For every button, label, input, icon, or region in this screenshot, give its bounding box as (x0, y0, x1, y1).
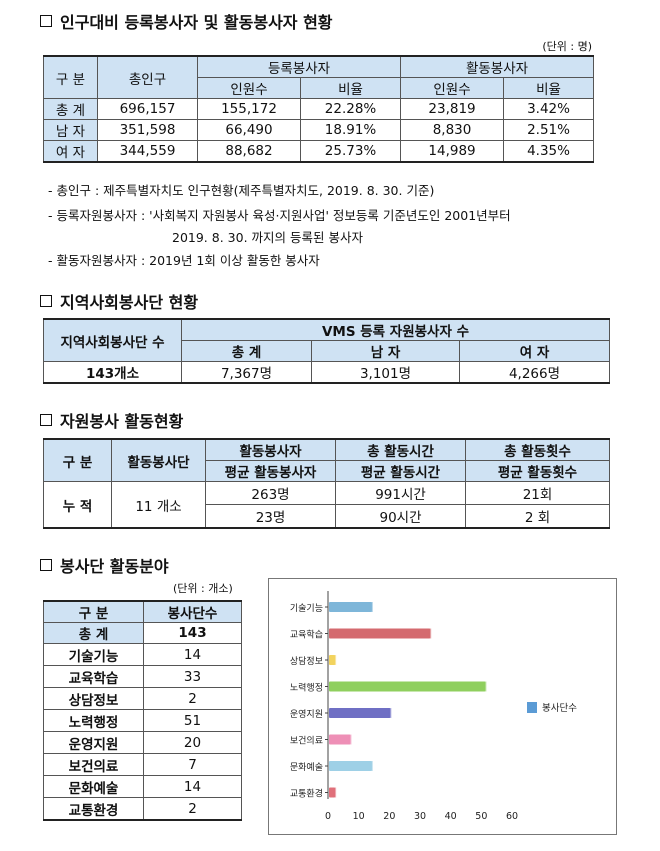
bar-end (348, 734, 352, 745)
section2-title: 지역사회봉사단 현황 (40, 289, 198, 313)
bar-end (333, 655, 337, 665)
section1-unit: (단위 : 명) (542, 40, 592, 53)
note-registered: - 등록자원봉사자 : '사회복지 자원봉사 육성·지원사업' 정보등록 기준년… (48, 208, 511, 223)
header-category: 구 분 (43, 438, 112, 482)
section4-title: 봉사단 활동분야 (40, 553, 169, 577)
section1-title: 인구대비 등록봉사자 및 활동봉사자 현황 (40, 9, 333, 33)
table-row: 23명 90시간 2 회 (44, 504, 610, 529)
header-male: 남 자 (311, 340, 460, 362)
header-total: 총 계 (181, 340, 312, 362)
y-tick-label: 교통환경 (290, 788, 323, 800)
bar (329, 734, 351, 745)
bar (329, 761, 372, 771)
header-vms: VMS 등록 자원봉사자 수 (181, 318, 610, 341)
table-row: 143개소 7,367명 3,101명 4,266명 (43, 361, 610, 384)
table-row: 기술기능 14 (43, 643, 242, 666)
header-total-pop: 총인구 (97, 55, 198, 99)
table-row: 여 자 344,559 88,682 25.73% 14,989 4.35% (43, 140, 595, 163)
table-row: 문화예술 14 (43, 775, 242, 798)
y-tick-label: 교육학습 (290, 630, 323, 641)
header-active: 활동봉사자 (400, 55, 595, 78)
x-tick-label: 0 (325, 811, 331, 822)
table-row: 상담정보 2 (43, 687, 242, 710)
community-groups-table: 지역사회봉사단 수 VMS 등록 자원봉사자 수 총 계 남 자 여 자 143… (43, 318, 610, 384)
y-tick-label: 상담정보 (290, 655, 323, 667)
y-tick-label: 보건의료 (290, 736, 323, 747)
bar (329, 602, 372, 612)
y-tick-label: 기술기능 (290, 603, 323, 614)
header-volunteers: 활동봉사자 (205, 438, 336, 461)
x-tick-label: 40 (445, 811, 457, 822)
bar-end (483, 681, 487, 692)
volunteer-activity-table: 구 분 활동봉사단 활동봉사자 총 활동시간 총 활동횟수 평균 활동봉사자 평… (43, 438, 610, 529)
y-tick-label: 문화예술 (290, 762, 323, 773)
activity-field-table: 구 분 봉사단수 총 계 143 기술기능 14 교육학습 33 상담정보 2 노력행… (43, 600, 242, 821)
header-category: 구 분 (43, 55, 98, 99)
header-category: 구 분 (43, 600, 144, 623)
table-row: 노력행정 51 (43, 709, 242, 732)
checkbox-square-icon (40, 15, 52, 27)
table-row: 총 계 696,157 155,172 22.28% 23,819 3.42% (43, 98, 595, 120)
legend-swatch (527, 702, 537, 713)
header-count: 총 활동횟수 (465, 438, 610, 461)
checkbox-square-icon (40, 295, 52, 307)
table-row-total: 총 계 143 (43, 622, 242, 644)
section4-unit: (단위 : 개소) (173, 582, 233, 595)
bar (329, 628, 431, 639)
x-tick-label: 30 (414, 811, 426, 822)
header-reg-ratio: 비율 (299, 77, 402, 99)
table-row: 보건의료 7 (43, 753, 242, 776)
header-groups: 지역사회봉사단 수 (43, 318, 182, 362)
header-avg-hours: 평균 활동시간 (335, 460, 466, 482)
bar-end (428, 628, 432, 639)
y-tick-label: 운영지원 (290, 709, 323, 720)
header-reg-count: 인원수 (197, 77, 301, 99)
table-row: 남 자 351,598 66,490 18.91% 8,830 2.51% (43, 119, 595, 141)
table-row: 운영지원 20 (43, 731, 242, 754)
section3-title: 자원봉사 활동현황 (40, 408, 183, 432)
header-groups: 활동봉사단 (111, 438, 206, 482)
checkbox-square-icon (40, 414, 52, 426)
header-registered: 등록봉사자 (196, 55, 402, 78)
note-registered-cont: 2019. 8. 30. 까지의 등록된 봉사자 (172, 230, 363, 245)
population-volunteer-table: 구 분 총인구 등록봉사자 활동봉사자 인원수 비율 인원수 비율 총 계 69… (43, 55, 595, 163)
bar-end (388, 708, 392, 718)
bar (329, 708, 391, 718)
note-active: - 활동자원봉사자 : 2019년 1회 이상 활동한 봉사자 (48, 253, 320, 268)
header-act-count: 인원수 (400, 77, 505, 99)
note-total-pop: - 총인구 : 제주특별자치도 인구현황(제주특별자치도, 2019. 8. 3… (48, 183, 435, 198)
x-tick-label: 60 (506, 811, 518, 822)
table-row: 교통환경 2 (43, 797, 242, 821)
legend-label: 봉사단수 (542, 703, 577, 714)
header-female: 여 자 (459, 340, 610, 362)
header-hours: 총 활동시간 (335, 438, 466, 461)
header-avg-volunteers: 평균 활동봉사자 (205, 460, 336, 482)
header-count: 봉사단수 (143, 600, 242, 623)
checkbox-square-icon (40, 559, 52, 571)
y-tick-label: 노력행정 (290, 682, 323, 694)
header-act-ratio: 비율 (503, 77, 595, 99)
bar-end (369, 602, 373, 612)
table-row: 교육학습 33 (43, 665, 242, 688)
x-tick-label: 50 (475, 811, 487, 822)
bar-end (333, 787, 337, 798)
x-tick-label: 10 (353, 811, 365, 822)
bar (329, 681, 486, 692)
x-tick-label: 20 (383, 811, 395, 822)
bar-end (369, 761, 373, 771)
header-avg-count: 평균 활동횟수 (465, 460, 610, 482)
table-row: 누 적 11 개소 263명 991시간 21회 (43, 481, 610, 529)
